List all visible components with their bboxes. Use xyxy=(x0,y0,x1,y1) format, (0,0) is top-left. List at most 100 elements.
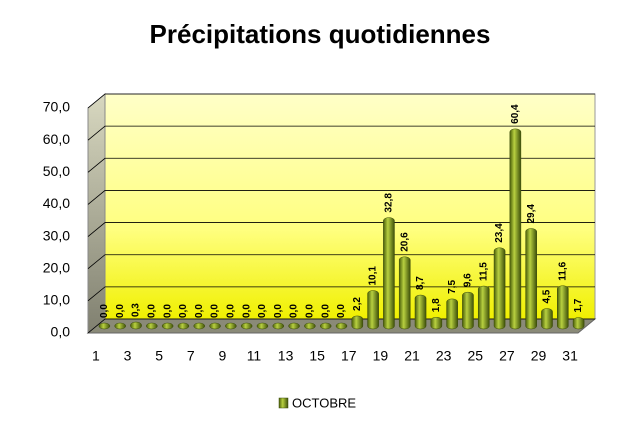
value-label: 23,4 xyxy=(494,223,505,243)
x-tick-label: 13 xyxy=(278,348,294,364)
value-label: 7,5 xyxy=(447,280,458,294)
value-label: 0,0 xyxy=(336,304,347,318)
grid-line xyxy=(87,190,595,205)
grid-line xyxy=(87,125,595,141)
y-tick-label: 0,0 xyxy=(51,324,71,340)
x-tick-label: 3 xyxy=(124,348,132,364)
value-label: 0,0 xyxy=(194,304,205,318)
value-label: 0,0 xyxy=(178,304,189,318)
grid-line xyxy=(87,93,595,109)
value-label: 11,5 xyxy=(478,262,489,281)
value-label: 0,0 xyxy=(225,304,236,318)
value-label: 9,6 xyxy=(463,273,474,287)
value-label: 1,7 xyxy=(573,298,584,312)
value-label: 0,0 xyxy=(273,304,284,318)
y-tick-label: 70,0 xyxy=(43,99,70,115)
side-wall xyxy=(87,92,106,335)
y-tick-label: 30,0 xyxy=(43,227,70,243)
value-label: 60,4 xyxy=(510,104,521,124)
value-label: 32,8 xyxy=(384,193,395,213)
x-tick-label: 17 xyxy=(341,348,357,364)
back-wall xyxy=(104,93,596,320)
bar xyxy=(272,322,285,330)
bar xyxy=(177,322,190,330)
bar xyxy=(146,322,158,330)
x-tick-label: 19 xyxy=(373,348,389,364)
value-label: 4,5 xyxy=(542,289,553,303)
value-label: 0,0 xyxy=(146,304,157,318)
value-label: 10,1 xyxy=(368,266,379,286)
bar xyxy=(509,128,522,330)
bar xyxy=(525,228,537,330)
value-label: 20,6 xyxy=(399,232,410,252)
bar xyxy=(130,321,142,330)
value-label: 0,0 xyxy=(115,304,126,318)
value-label: 0,0 xyxy=(305,304,316,318)
grid-line xyxy=(87,254,595,270)
x-tick-label: 21 xyxy=(404,348,420,364)
value-label: 1,8 xyxy=(431,298,442,312)
y-tick-label: 20,0 xyxy=(43,259,70,275)
value-label: 0,0 xyxy=(162,304,173,318)
x-tick-label: 11 xyxy=(247,348,262,364)
y-tick-label: 40,0 xyxy=(43,195,70,211)
x-tick-label: 27 xyxy=(499,348,515,364)
bar xyxy=(351,315,364,330)
bar xyxy=(98,322,111,330)
bar xyxy=(319,322,332,330)
value-label: 0,0 xyxy=(320,304,331,318)
bar xyxy=(335,322,348,330)
x-tick-label: 7 xyxy=(187,348,195,364)
grid-line xyxy=(87,157,595,173)
bar xyxy=(557,285,569,330)
x-tick-label: 29 xyxy=(531,348,547,364)
y-tick-label: 60,0 xyxy=(43,131,70,147)
bar xyxy=(209,322,221,330)
x-tick-label: 25 xyxy=(467,348,483,364)
value-label: 0,0 xyxy=(257,304,268,318)
grid-line xyxy=(87,222,595,237)
x-tick-label: 31 xyxy=(562,348,578,364)
value-label: 0,0 xyxy=(99,304,110,318)
bar xyxy=(398,256,411,330)
bar xyxy=(446,298,458,330)
y-tick-label: 50,0 xyxy=(43,163,70,179)
grid-line xyxy=(87,286,595,302)
value-label: 2,2 xyxy=(352,297,363,311)
x-tick-label: 15 xyxy=(309,348,325,364)
value-label: 0,0 xyxy=(241,304,252,318)
bar xyxy=(477,285,490,330)
legend-swatch xyxy=(278,397,289,409)
bar xyxy=(541,308,553,330)
bar xyxy=(367,290,379,330)
bar xyxy=(383,217,395,330)
value-label: 0,0 xyxy=(289,304,300,318)
bar xyxy=(304,322,316,330)
bar xyxy=(161,322,174,330)
x-tick-label: 5 xyxy=(155,348,163,364)
value-label: 0,3 xyxy=(131,303,142,317)
bar xyxy=(493,247,506,330)
value-label: 0,0 xyxy=(210,304,221,318)
bar xyxy=(288,322,300,330)
bar xyxy=(114,322,126,330)
bar xyxy=(414,294,427,330)
value-label: 11,6 xyxy=(557,261,568,280)
x-tick-label: 1 xyxy=(92,348,100,364)
bar xyxy=(430,316,443,330)
y-tick-label: 10,0 xyxy=(43,292,70,308)
bar xyxy=(193,322,206,330)
value-label: 29,4 xyxy=(526,204,537,224)
bar xyxy=(240,322,253,330)
x-tick-label: 9 xyxy=(218,348,226,364)
legend-label: OCTOBRE xyxy=(292,395,356,410)
bar xyxy=(572,317,585,330)
x-tick-label: 23 xyxy=(436,348,452,364)
bar xyxy=(462,291,474,330)
chart-title: Précipitations quotidiennes xyxy=(150,19,491,49)
bar xyxy=(256,322,269,330)
value-label: 8,7 xyxy=(415,276,426,290)
bar xyxy=(225,322,237,330)
